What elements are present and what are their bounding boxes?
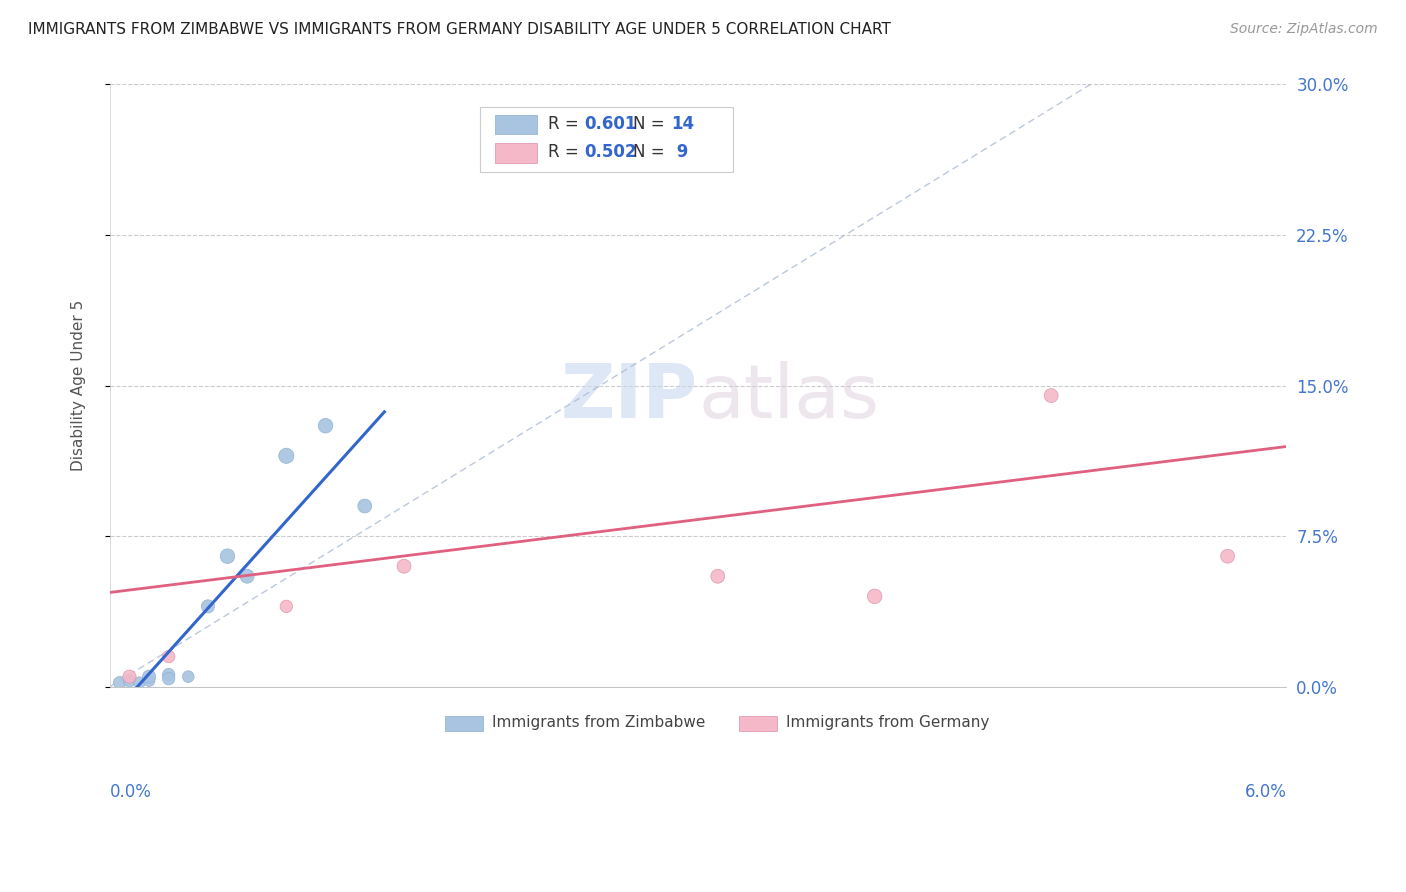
FancyBboxPatch shape	[446, 715, 482, 731]
Point	[197, 599, 219, 614]
Point	[276, 599, 298, 614]
Text: R =: R =	[547, 114, 583, 133]
Point	[157, 649, 180, 664]
Text: 0.502: 0.502	[583, 143, 637, 161]
Point	[353, 499, 375, 513]
Point	[315, 418, 337, 433]
Text: 14: 14	[671, 114, 695, 133]
Point	[157, 672, 180, 686]
FancyBboxPatch shape	[495, 143, 537, 162]
Point	[863, 590, 886, 604]
Text: 9: 9	[671, 143, 689, 161]
Text: 0.0%: 0.0%	[110, 783, 152, 801]
Point	[177, 670, 200, 684]
Point	[217, 549, 239, 564]
Point	[392, 559, 415, 574]
Point	[707, 569, 730, 583]
Point	[138, 673, 160, 688]
Point	[118, 673, 141, 688]
Text: N =: N =	[634, 143, 671, 161]
Point	[236, 569, 259, 583]
Text: Immigrants from Zimbabwe: Immigrants from Zimbabwe	[492, 715, 706, 731]
Point	[138, 670, 160, 684]
Point	[1040, 388, 1063, 402]
Text: Immigrants from Germany: Immigrants from Germany	[786, 715, 990, 731]
Point	[157, 667, 180, 681]
Point	[530, 147, 553, 161]
Point	[1216, 549, 1239, 564]
Text: Source: ZipAtlas.com: Source: ZipAtlas.com	[1230, 22, 1378, 37]
Text: R =: R =	[547, 143, 583, 161]
Point	[128, 675, 150, 690]
Y-axis label: Disability Age Under 5: Disability Age Under 5	[72, 300, 86, 471]
FancyBboxPatch shape	[481, 107, 734, 172]
Text: N =: N =	[634, 114, 671, 133]
Text: ZIP: ZIP	[561, 361, 699, 434]
FancyBboxPatch shape	[740, 715, 778, 731]
Text: IMMIGRANTS FROM ZIMBABWE VS IMMIGRANTS FROM GERMANY DISABILITY AGE UNDER 5 CORRE: IMMIGRANTS FROM ZIMBABWE VS IMMIGRANTS F…	[28, 22, 891, 37]
Point	[276, 449, 298, 463]
Text: atlas: atlas	[699, 361, 879, 434]
Text: 0.601: 0.601	[583, 114, 637, 133]
Point	[118, 670, 141, 684]
FancyBboxPatch shape	[495, 114, 537, 135]
Point	[108, 675, 131, 690]
Text: 6.0%: 6.0%	[1244, 783, 1286, 801]
